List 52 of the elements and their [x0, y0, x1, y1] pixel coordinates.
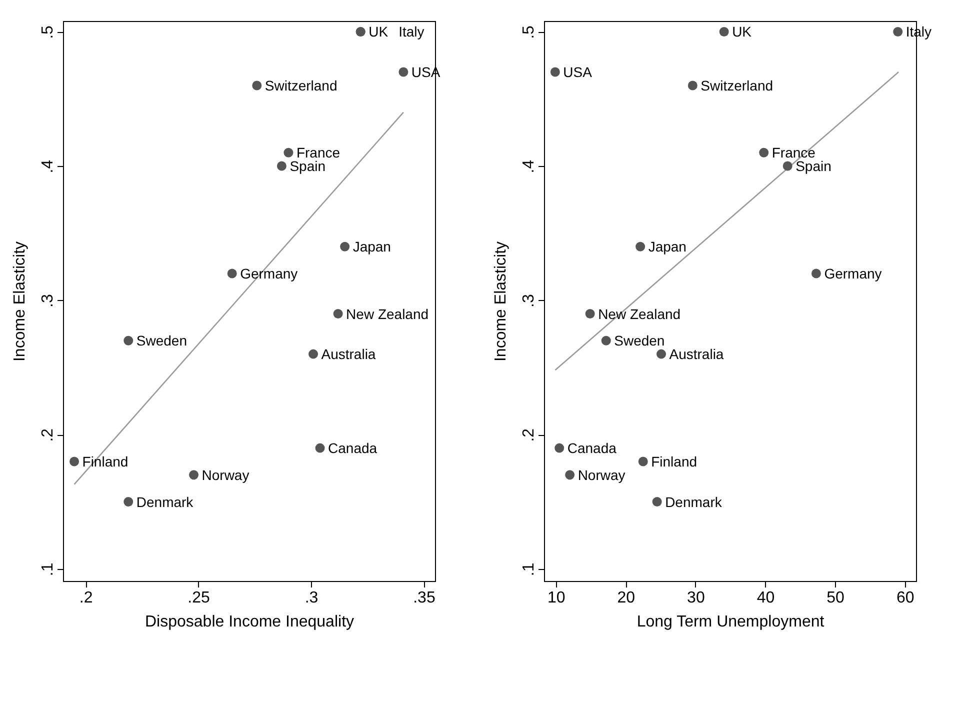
annotation: Switzerland — [264, 77, 338, 94]
x-tick-label: 40 — [756, 590, 775, 606]
y-tick-label: .2 — [40, 428, 56, 442]
x-tick-label: .25 — [188, 590, 210, 606]
annotation: UK — [368, 24, 389, 40]
x-tick-label: .35 — [413, 590, 436, 606]
annotation: Switzerland — [700, 77, 774, 94]
annotation: New Zealand — [346, 306, 429, 322]
x-tick-label: 50 — [826, 590, 845, 606]
annotation: Spain — [796, 158, 832, 174]
y-axis-title: Income Elasticity — [12, 241, 28, 362]
y-tick-label: .2 — [520, 428, 538, 442]
annotation: UK — [732, 24, 752, 40]
annotation: France — [772, 144, 816, 161]
y-tick-label: .1 — [520, 562, 538, 576]
y-tick-label: .3 — [40, 294, 56, 308]
annotation: Spain — [290, 158, 326, 174]
annotation: Norway — [578, 466, 626, 483]
annotation: Germany — [824, 265, 882, 282]
annotation: USA — [563, 64, 593, 80]
annotation: Finland — [651, 453, 698, 470]
annotation: Sweden — [136, 332, 187, 349]
annotation: Japan — [352, 238, 391, 255]
annotation: Denmark — [665, 494, 723, 510]
x-tick-label: .3 — [304, 590, 318, 606]
annotation: New Zealand — [598, 306, 681, 322]
x-tick-label: 10 — [547, 590, 566, 606]
y-tick-label: .4 — [40, 160, 56, 174]
annotation: Canada — [328, 440, 378, 456]
x-axis-title: Disposable Income Inequality — [144, 614, 354, 630]
annotation: Australia — [321, 346, 376, 362]
annotation: Australia — [669, 346, 724, 362]
x-tick-label: 30 — [687, 590, 705, 606]
annotation: Finland — [82, 453, 128, 470]
y-tick-label: .1 — [40, 562, 56, 576]
x-tick-label: 60 — [896, 590, 914, 606]
annotation: France — [296, 144, 340, 161]
y-tick-label: .3 — [520, 294, 538, 308]
annotation: Sweden — [614, 332, 665, 349]
y-axis-title: Income Elasticity — [492, 241, 510, 362]
y-tick-label: .4 — [520, 160, 538, 174]
annotation: Denmark — [136, 494, 194, 510]
y-tick-label: .5 — [520, 25, 538, 39]
y-tick-label: .5 — [40, 25, 56, 39]
x-tick-label: .2 — [79, 590, 93, 606]
annotation: Canada — [567, 440, 617, 456]
annotation: Japan — [648, 238, 686, 255]
annotation: Norway — [202, 466, 250, 483]
x-tick-label: 20 — [617, 590, 636, 606]
annotation: Italy — [398, 24, 424, 40]
annotation: Germany — [240, 265, 298, 282]
x-axis-title: Long Term Unemployment — [636, 614, 825, 630]
